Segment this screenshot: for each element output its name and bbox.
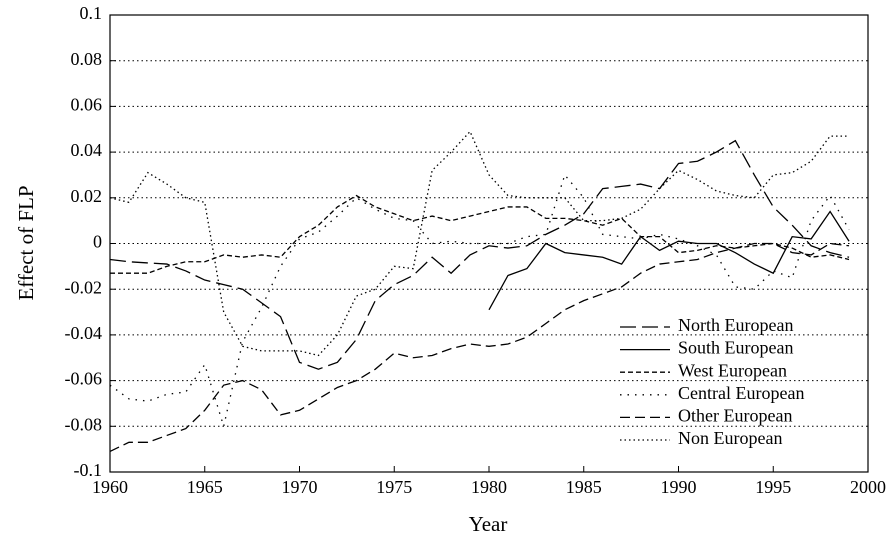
legend-label: Other European xyxy=(678,406,792,426)
x-tick-label: 1975 xyxy=(376,477,412,497)
y-tick-label: -0.1 xyxy=(74,460,103,480)
x-tick-label: 1970 xyxy=(282,477,318,497)
y-tick-label: 0.02 xyxy=(71,186,103,206)
y-tick-label: 0.06 xyxy=(71,95,103,115)
legend-label: Non European xyxy=(678,428,782,448)
y-tick-label: 0.1 xyxy=(80,3,103,23)
y-tick-label: 0.04 xyxy=(71,140,103,160)
y-axis-label: Effect of FLP xyxy=(14,185,38,300)
legend-label: Central European xyxy=(678,383,804,403)
legend-label: South European xyxy=(678,338,793,358)
y-tick-label: -0.02 xyxy=(65,277,103,297)
series-line xyxy=(110,194,850,274)
y-tick-label: 0.08 xyxy=(71,49,103,69)
y-tick-label: -0.06 xyxy=(65,369,103,389)
legend-label: North European xyxy=(678,315,793,335)
x-tick-label: 1990 xyxy=(661,477,697,497)
x-tick-label: 1995 xyxy=(755,477,791,497)
y-tick-label: -0.04 xyxy=(65,323,103,343)
x-tick-label: 1960 xyxy=(92,477,128,497)
y-tick-label: -0.08 xyxy=(65,414,103,434)
x-tick-label: 2000 xyxy=(850,477,886,497)
y-tick-label: 0 xyxy=(93,232,102,252)
legend-label: West European xyxy=(678,360,787,380)
x-tick-label: 1980 xyxy=(471,477,507,497)
x-axis-label: Year xyxy=(469,512,508,536)
x-tick-label: 1965 xyxy=(187,477,223,497)
series-line xyxy=(488,210,850,311)
series-line xyxy=(109,242,850,453)
x-tick-label: 1985 xyxy=(566,477,602,497)
